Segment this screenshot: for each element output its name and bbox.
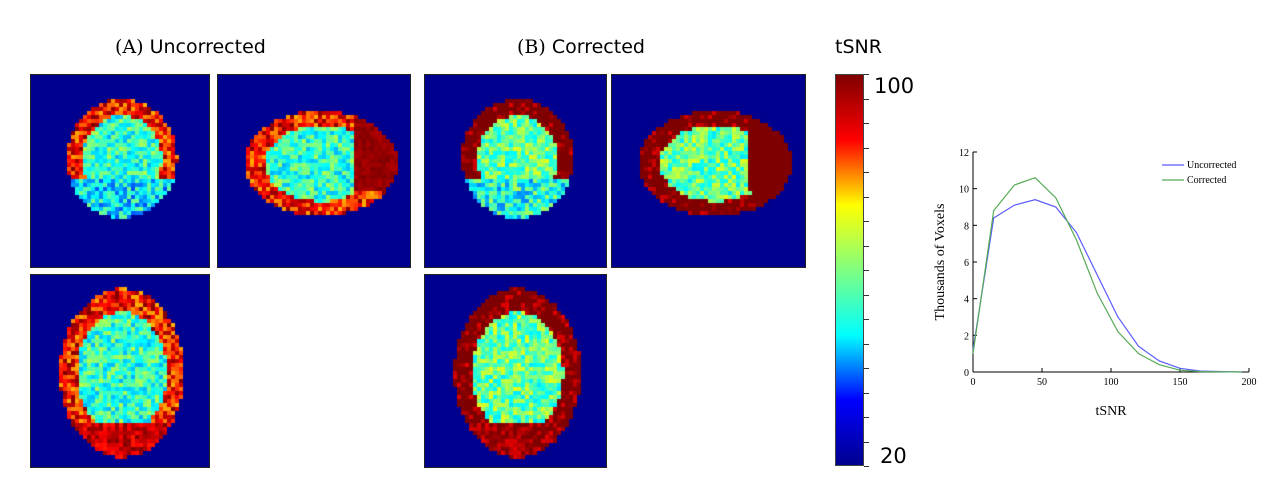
colorbar-tick: [864, 294, 869, 296]
y-tick-label: 0: [964, 368, 969, 379]
uncorrected-axial-image: [30, 274, 210, 468]
panel-a-title: (A) Uncorrected: [115, 36, 266, 58]
colorbar-tick: [864, 368, 869, 369]
x-tick-label: 150: [1173, 377, 1188, 388]
x-tick-label: 0: [971, 377, 976, 388]
colorbar-tick: [864, 221, 869, 222]
x-tick-label: 100: [1104, 377, 1119, 388]
colorbar-tick: [864, 172, 869, 173]
y-tick-label: 4: [964, 295, 969, 306]
panel-a-letter: (A): [115, 36, 144, 58]
colorbar-tick: [864, 466, 869, 467]
line-chart: 0 50 100 150 200 0 2 4 6 8 10 12 tSNR Thousands of Vo…: [933, 148, 1257, 419]
y-tick-label: 10: [959, 185, 969, 196]
colorbar-tick: [864, 270, 869, 271]
series-line-corrected: [972, 176, 1243, 373]
panel-a-name: Uncorrected: [149, 36, 266, 58]
colorbar-tick: [864, 319, 869, 320]
panel-b-letter: (B): [517, 36, 546, 58]
corrected-coronal-image: [424, 74, 607, 268]
colorbar-min-label: 20: [880, 444, 907, 468]
colorbar-tick: [864, 417, 869, 418]
colorbar: [835, 74, 864, 466]
y-tick-label: 12: [959, 148, 969, 159]
colorbar-tick: [864, 123, 869, 124]
uncorrected-coronal-image: [30, 74, 210, 268]
colorbar-max-label: 100: [874, 74, 915, 98]
y-axis-label: Thousands of Voxels: [933, 204, 948, 321]
x-tick-label: 200: [1242, 377, 1257, 388]
panel-b-title: (B) Corrected: [517, 36, 645, 58]
colorbar-tick: [864, 74, 869, 75]
panel-b-name: Corrected: [551, 36, 645, 58]
y-tick-label: 6: [964, 258, 969, 269]
colorbar-title: tSNR: [835, 36, 882, 58]
legend-label: Corrected: [1187, 175, 1226, 186]
colorbar-tick: [864, 392, 869, 394]
y-tick-label: 2: [964, 331, 969, 342]
uncorrected-sagittal-image: [217, 74, 411, 268]
x-axis-label: tSNR: [1095, 404, 1127, 419]
colorbar-tick: [864, 98, 869, 100]
colorbar-tick: [864, 343, 869, 345]
x-tick-label: 50: [1037, 377, 1047, 388]
colorbar-tick: [864, 147, 869, 149]
colorbar-tick: [864, 441, 869, 443]
colorbar-tick: [864, 245, 869, 247]
colorbar-tick: [864, 196, 869, 198]
corrected-sagittal-image: [611, 74, 806, 268]
y-tick-label: 8: [964, 221, 969, 232]
corrected-axial-image: [424, 274, 607, 468]
series-line-uncorrected: [972, 199, 1243, 373]
legend-label: Uncorrected: [1187, 160, 1236, 171]
